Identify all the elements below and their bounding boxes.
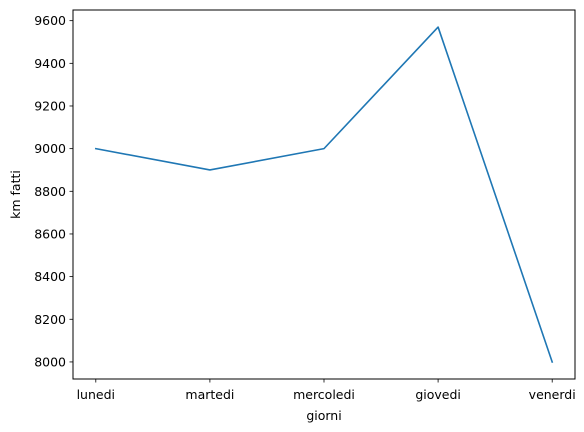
x-tick-label: martedi: [185, 387, 234, 402]
x-tick-label: giovedi: [415, 387, 461, 402]
y-tick-label: 8200: [34, 312, 66, 327]
x-tick-label: venerdi: [529, 387, 576, 402]
y-tick-label: 9400: [34, 56, 66, 71]
y-tick-label: 9200: [34, 98, 66, 113]
y-axis-ticks: 8000 8200 8400 8600 8800 9000 9200 9400 9600: [34, 13, 73, 369]
y-tick-label: 8600: [34, 226, 66, 241]
plot-frame: [72, 9, 576, 380]
x-axis-ticks: lunedi martedi mercoledi giovedi venerdi: [77, 379, 576, 402]
x-axis-label: giorni: [306, 408, 341, 423]
y-tick-label: 8000: [34, 354, 66, 369]
series-line: [94, 26, 554, 363]
x-tick-label: mercoledi: [293, 387, 355, 402]
y-tick-label: 8800: [34, 184, 66, 199]
series-layer: [94, 26, 554, 363]
y-axis-label: km fatti: [8, 170, 23, 219]
y-tick-label: 9000: [34, 141, 66, 156]
x-tick-label: lunedi: [77, 387, 115, 402]
y-tick-label: 9600: [34, 13, 66, 28]
y-tick-label: 8400: [34, 269, 66, 284]
